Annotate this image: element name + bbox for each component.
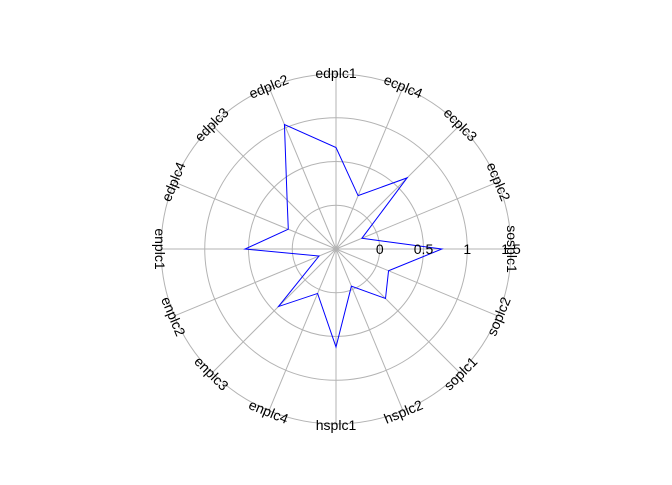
spoke-edplc4: [174, 182, 336, 249]
category-label-enplc2: enplc2: [158, 294, 189, 338]
category-label-hsplc1: hsplc1: [316, 417, 357, 433]
category-label-edplc2: edplc2: [247, 71, 291, 102]
spoke-edplc2: [269, 87, 336, 249]
category-label-soplc2: soplc2: [483, 294, 513, 338]
spoke-hsplc2: [336, 249, 403, 411]
spoke-ecplc4: [336, 87, 403, 249]
series-layer: [245, 124, 442, 347]
spoke-enplc2: [174, 249, 336, 316]
spoke-edplc3: [212, 125, 336, 249]
spoke-enplc4: [269, 249, 336, 411]
spoke-soplc1: [336, 249, 460, 373]
category-label-enplc1: enplc1: [152, 228, 168, 269]
category-label-edplc1: edplc1: [315, 65, 356, 81]
category-label-ecplc4: ecplc4: [382, 71, 426, 101]
spoke-enplc3: [212, 249, 336, 373]
radial-tick-label: 0.5: [414, 241, 434, 257]
radial-tick-label: 0: [376, 241, 384, 257]
spoke-ecplc2: [336, 182, 498, 249]
category-label-edplc4: edplc4: [158, 159, 189, 203]
category-label-hsplc2: hsplc2: [382, 396, 426, 426]
category-label-enplc4: enplc4: [247, 396, 291, 427]
category-label-ecplc2: ecplc2: [483, 160, 513, 204]
radial-tick-label: 1: [463, 241, 471, 257]
series-line-0: [245, 125, 442, 347]
radial-tick-label: 1.5: [501, 241, 521, 257]
